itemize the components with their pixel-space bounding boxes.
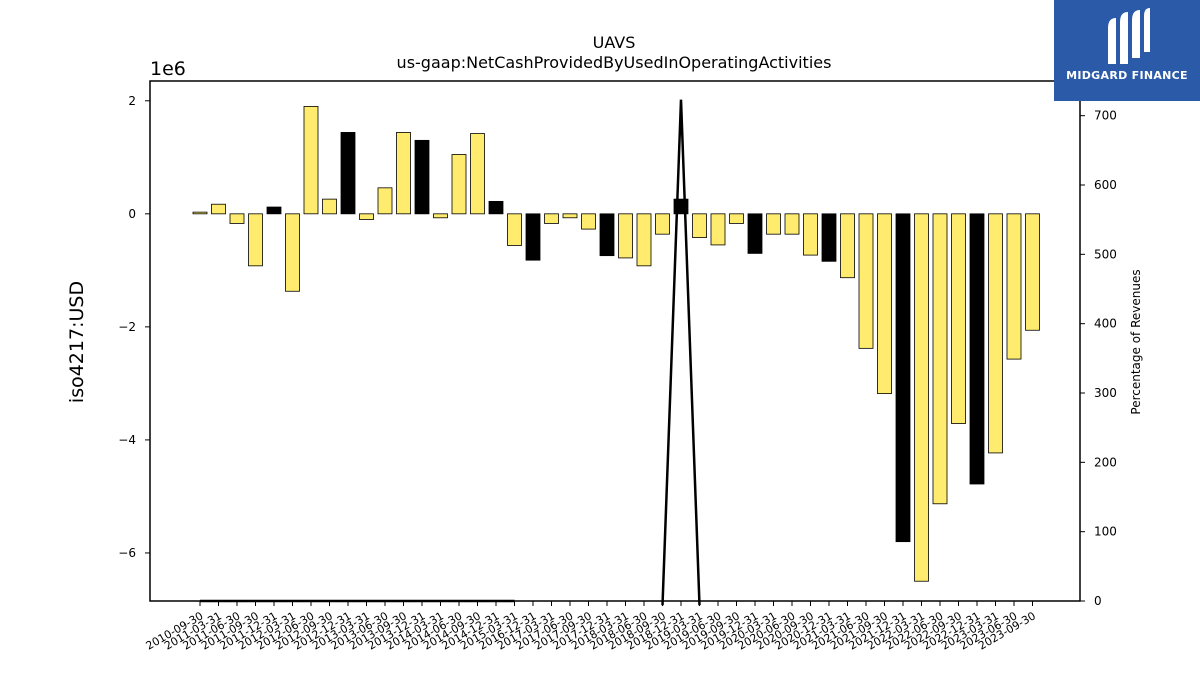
bar-2022-09-30: [951, 213, 966, 424]
bar-2022-03-31: [914, 213, 929, 582]
bar-2012-06-30: [303, 106, 319, 215]
bar-2019-12-31: [747, 213, 763, 254]
bar-2020-09-30: [803, 213, 818, 256]
bar-2020-12-31: [821, 213, 837, 262]
logo-mark-icon: [1108, 8, 1150, 64]
bar-2014-12-31: [488, 200, 504, 215]
y2-tick-label: 500: [1094, 247, 1117, 261]
bar-2013-12-31: [414, 139, 430, 215]
bar-2015-03-31: [507, 213, 522, 246]
chart-subtitle: us-gaap:NetCashProvidedByUsedInOperating…: [397, 53, 832, 72]
logo-text: MIDGARD FINANCE: [1066, 69, 1188, 82]
chart-title: UAVS: [593, 33, 636, 52]
midgard-finance-logo: MIDGARD FINANCE: [1054, 0, 1200, 101]
y2-tick-label: 400: [1094, 317, 1117, 331]
bar-2014-06-30: [451, 154, 467, 215]
bar-2019-09-30: [729, 213, 744, 224]
bar-2021-12-31: [895, 213, 911, 543]
y-tick-label: 0: [128, 207, 136, 221]
bar-2023-06-30: [1006, 213, 1022, 360]
bar-2020-06-30: [784, 213, 800, 235]
bar-2022-06-30: [932, 213, 948, 505]
bar-2014-03-31: [433, 213, 448, 219]
y2-axis-ticks: 0 100 200 300 400 500 600 700: [1080, 109, 1117, 608]
bar-2012-03-31: [285, 213, 300, 292]
bar-2012-12-31: [340, 132, 356, 215]
y2-tick-label: 200: [1094, 455, 1117, 469]
bar-2019-03-31: [692, 213, 707, 238]
bar-2021-09-30: [877, 213, 892, 394]
bar-2017-03-31: [544, 213, 559, 224]
y-tick-label: −4: [118, 433, 136, 447]
bar-2018-06-30: [636, 213, 652, 267]
bar-2018-03-31: [618, 213, 633, 259]
bars-group: [192, 106, 1040, 582]
bar-2017-12-31: [599, 213, 615, 257]
percentage-line-segment: [661, 99, 701, 606]
y-tick-label: 2: [128, 94, 136, 108]
bar-2011-09-30: [248, 213, 263, 267]
y2-axis-label: Percentage of Revenues: [1129, 269, 1143, 414]
bar-2020-03-31: [766, 213, 781, 235]
bar-2023-09-30: [1025, 213, 1040, 331]
plot-frame: [149, 80, 1081, 602]
y-tick-label: −6: [118, 546, 136, 560]
y2-tick-label: 700: [1094, 109, 1117, 123]
bar-2018-09-30: [655, 213, 670, 235]
line-series-group: [200, 99, 701, 606]
y2-tick-label: 600: [1094, 178, 1117, 192]
bar-2014-09-30: [470, 133, 485, 215]
y-tick-label: −2: [118, 320, 136, 334]
y-offset-label: 1e6: [150, 58, 186, 80]
bar-2011-06-30: [229, 213, 245, 224]
bar-2010-09-30: [192, 211, 208, 215]
bar-2011-12-31: [266, 206, 282, 215]
y2-tick-label: 300: [1094, 386, 1117, 400]
bar-2021-06-30: [858, 213, 874, 349]
bar-2017-09-30: [581, 213, 596, 230]
bar-2019-06-30: [710, 213, 726, 246]
y2-tick-label: 0: [1094, 594, 1102, 608]
bar-2023-03-31: [988, 213, 1003, 454]
y2-tick-label: 100: [1094, 525, 1117, 539]
bar-2017-06-30: [562, 213, 578, 219]
bar-2021-03-31: [840, 213, 855, 279]
bar-2013-03-31: [359, 213, 374, 220]
bar-2013-06-30: [377, 187, 393, 215]
bar-2022-12-31: [969, 213, 985, 485]
bar-2016-12-31: [525, 213, 541, 261]
x-axis-ticks: 2010-09-302011-03-312011-06-302011-09-30…: [144, 601, 1038, 653]
y-axis-ticks: 2 0 −2 −4 −6: [118, 94, 150, 560]
y-axis-label: iso4217:USD: [66, 281, 88, 403]
bar-2012-09-30: [322, 198, 337, 215]
bar-2011-03-31: [211, 203, 226, 215]
bar-2013-09-30: [396, 132, 411, 215]
